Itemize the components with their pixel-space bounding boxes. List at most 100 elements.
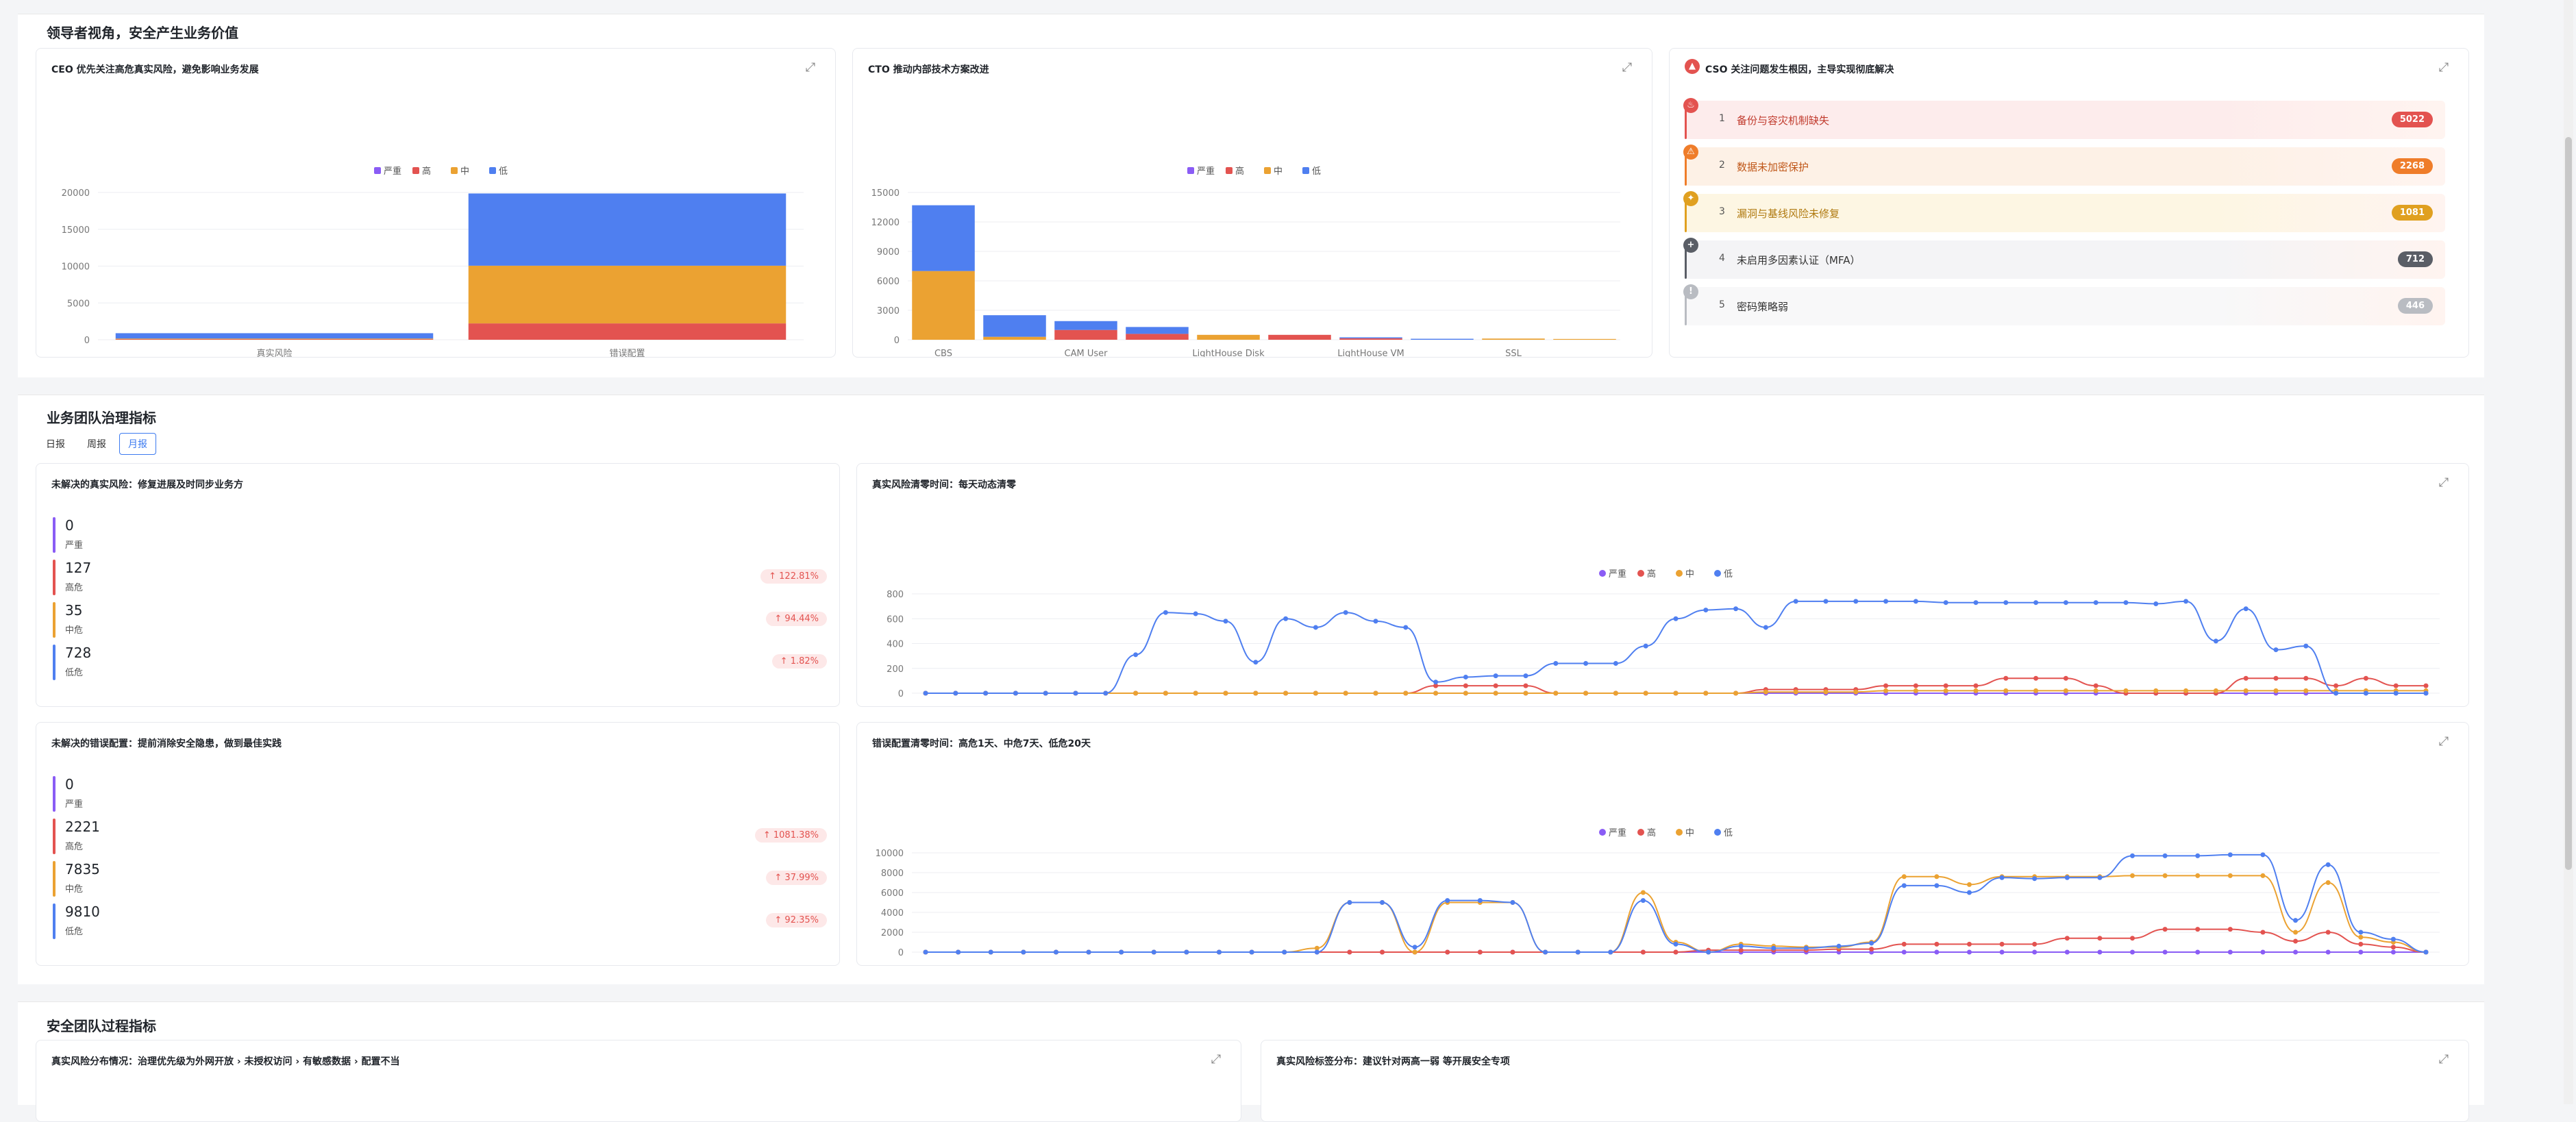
expand-icon[interactable]: ⤢	[1211, 1052, 1222, 1067]
data-point[interactable]	[1883, 683, 1889, 688]
data-point[interactable]	[2303, 675, 2309, 681]
data-point[interactable]	[1706, 949, 1711, 955]
data-point[interactable]	[1966, 949, 1972, 955]
bar-segment[interactable]	[1268, 334, 1331, 340]
data-point[interactable]	[1343, 610, 1348, 615]
data-point[interactable]	[1412, 945, 1417, 950]
data-point[interactable]	[1673, 949, 1679, 955]
legend-label[interactable]: 严重	[1609, 827, 1626, 838]
legend-label[interactable]: 中	[460, 166, 469, 177]
data-point[interactable]	[1373, 619, 1378, 624]
data-point[interactable]	[2162, 949, 2168, 955]
data-point[interactable]	[1934, 941, 1940, 947]
bar-segment[interactable]	[468, 265, 787, 324]
data-point[interactable]	[1053, 949, 1058, 955]
data-point[interactable]	[1553, 690, 1559, 696]
data-point[interactable]	[2423, 683, 2429, 688]
data-point[interactable]	[2183, 599, 2189, 604]
data-point[interactable]	[1999, 941, 2005, 947]
data-point[interactable]	[2243, 675, 2249, 681]
data-point[interactable]	[1883, 599, 1889, 604]
root-cause-row[interactable]: ✦ 3 漏洞与基线风险未修复 1081	[1683, 191, 2445, 232]
data-point[interactable]	[923, 949, 928, 955]
bar-segment[interactable]	[1197, 334, 1260, 340]
data-point[interactable]	[2213, 688, 2218, 693]
data-point[interactable]	[1283, 616, 1289, 621]
data-point[interactable]	[1836, 943, 1842, 949]
data-point[interactable]	[1463, 674, 1468, 680]
data-point[interactable]	[1347, 949, 1352, 955]
data-point[interactable]	[2390, 936, 2396, 942]
data-point[interactable]	[1913, 683, 1918, 688]
data-point[interactable]	[1583, 690, 1589, 696]
expand-icon[interactable]: ⤢	[2438, 60, 2449, 75]
data-point[interactable]	[1733, 690, 1739, 696]
data-point[interactable]	[1640, 898, 1646, 903]
data-point[interactable]	[2033, 600, 2039, 606]
data-point[interactable]	[1253, 660, 1259, 665]
data-point[interactable]	[1934, 949, 1940, 955]
data-point[interactable]	[2358, 930, 2364, 935]
data-point[interactable]	[1133, 652, 1139, 658]
bar-segment[interactable]	[1482, 338, 1545, 340]
data-point[interactable]	[1901, 874, 1907, 880]
data-point[interactable]	[2162, 853, 2168, 858]
bar-segment[interactable]	[1339, 338, 1402, 340]
data-point[interactable]	[2393, 683, 2399, 688]
legend-label[interactable]: 低	[1724, 569, 1733, 579]
data-point[interactable]	[1463, 690, 1468, 696]
data-point[interactable]	[1347, 900, 1352, 905]
data-point[interactable]	[2390, 949, 2396, 955]
tab-daily[interactable]: 日报	[37, 433, 74, 455]
data-point[interactable]	[1973, 683, 1979, 688]
data-point[interactable]	[2333, 683, 2339, 688]
data-point[interactable]	[2183, 688, 2189, 693]
data-point[interactable]	[2303, 688, 2309, 693]
data-point[interactable]	[1433, 680, 1439, 685]
data-point[interactable]	[1883, 688, 1889, 693]
legend-label[interactable]: 中	[1685, 569, 1694, 579]
data-point[interactable]	[1343, 690, 1348, 696]
data-point[interactable]	[2097, 875, 2103, 880]
data-point[interactable]	[2358, 949, 2364, 955]
data-point[interactable]	[1283, 690, 1289, 696]
data-point[interactable]	[1086, 949, 1091, 955]
data-point[interactable]	[1703, 608, 1709, 613]
bar-segment[interactable]	[983, 336, 1046, 340]
legend-label[interactable]: 严重	[1609, 569, 1626, 579]
data-point[interactable]	[1493, 683, 1498, 688]
legend-swatch[interactable]	[1676, 829, 1683, 836]
data-point[interactable]	[1763, 625, 1768, 630]
data-point[interactable]	[2325, 930, 2331, 935]
legend-swatch[interactable]	[1226, 167, 1233, 174]
bar-segment[interactable]	[912, 271, 975, 340]
data-point[interactable]	[1510, 949, 1515, 955]
data-point[interactable]	[2303, 643, 2309, 649]
legend-label[interactable]: 低	[499, 166, 508, 177]
data-point[interactable]	[2093, 683, 2098, 688]
root-cause-row[interactable]: +4 未启用多因素认证（MFA） 712	[1683, 238, 2445, 279]
data-point[interactable]	[1793, 599, 1798, 604]
data-point[interactable]	[1738, 947, 1744, 953]
data-point[interactable]	[1223, 619, 1228, 624]
data-point[interactable]	[1403, 625, 1409, 630]
root-cause-row[interactable]: ! 5 密码策略弱 446	[1683, 284, 2445, 325]
data-point[interactable]	[1477, 949, 1483, 955]
data-point[interactable]	[956, 949, 961, 955]
data-point[interactable]	[2003, 675, 2009, 681]
data-point[interactable]	[1823, 689, 1829, 695]
data-point[interactable]	[1493, 690, 1498, 696]
data-point[interactable]	[1738, 943, 1744, 949]
data-point[interactable]	[1943, 600, 1948, 606]
legend-swatch[interactable]	[489, 167, 496, 174]
data-point[interactable]	[1943, 683, 1948, 688]
data-point[interactable]	[2130, 949, 2135, 955]
data-point[interactable]	[1966, 882, 1972, 887]
data-point[interactable]	[1193, 690, 1198, 696]
data-point[interactable]	[1966, 941, 1972, 947]
data-point[interactable]	[1477, 898, 1483, 903]
scrollbar-thumb[interactable]	[2565, 137, 2572, 870]
legend-swatch[interactable]	[1302, 167, 1309, 174]
data-point[interactable]	[1673, 941, 1679, 947]
data-point[interactable]	[2032, 941, 2038, 947]
